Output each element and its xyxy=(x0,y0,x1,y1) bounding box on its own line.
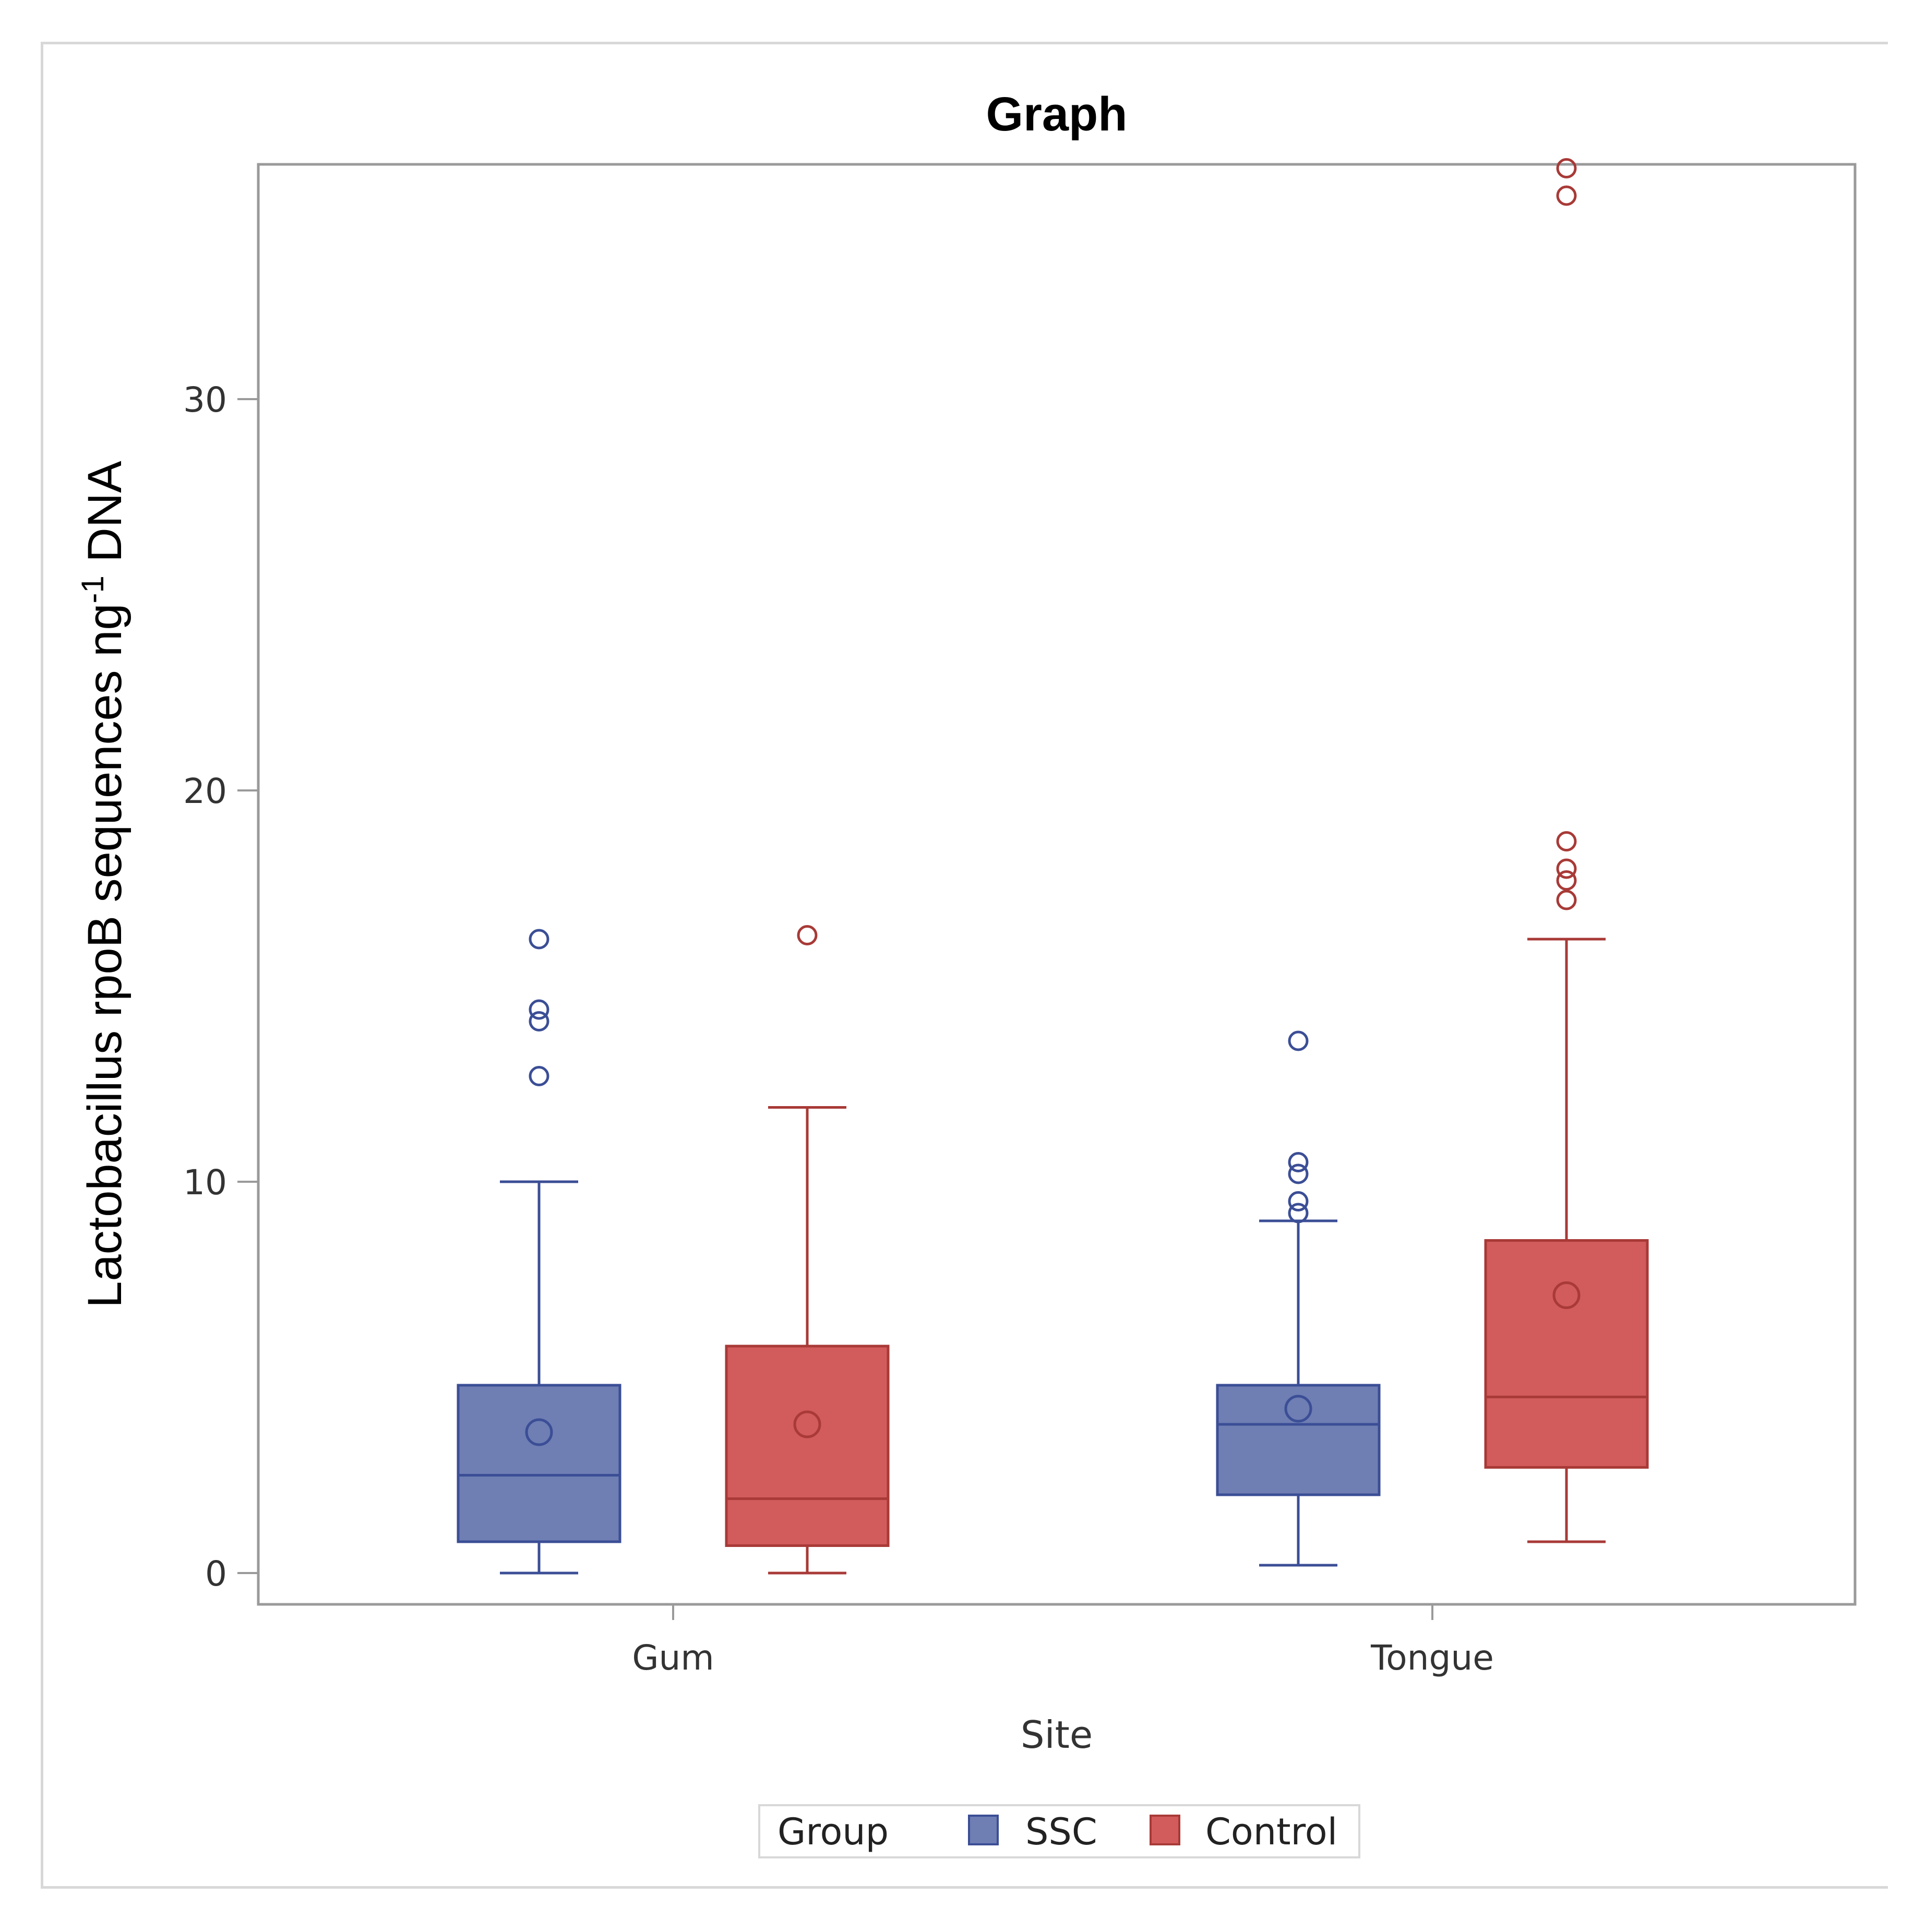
y-axis-label-main: Lactobacillus rpoB sequences ng xyxy=(78,603,131,1307)
x-axis-label: Site xyxy=(1021,1713,1093,1757)
chart-title: Graph xyxy=(986,88,1128,141)
outlier-point xyxy=(1288,1163,1309,1184)
outlier-point xyxy=(529,929,549,950)
iqr-box xyxy=(1484,1239,1649,1469)
outlier-point xyxy=(1556,858,1577,879)
outlier-point xyxy=(529,1066,549,1086)
outlier-point xyxy=(529,999,549,1020)
mean-marker xyxy=(525,1418,553,1446)
mean-marker xyxy=(1284,1395,1312,1423)
iqr-box xyxy=(1216,1384,1381,1496)
outlier-point xyxy=(797,925,818,945)
y-tick-label: 20 xyxy=(183,771,227,811)
box-marks xyxy=(457,158,1649,1575)
legend-swatch-ssc xyxy=(968,1815,999,1845)
legend-swatch-control xyxy=(1150,1815,1180,1845)
mean-marker xyxy=(1552,1281,1581,1309)
x-tick-label: Gum xyxy=(632,1638,714,1678)
y-tick-label: 10 xyxy=(183,1162,227,1203)
chart-frame xyxy=(41,42,1888,1889)
y-axis: 0 10 20 30 xyxy=(183,380,258,1594)
y-tick-label: 0 xyxy=(205,1554,227,1594)
y-axis-label: Lactobacillus rpoB sequences ng-1 DNA xyxy=(75,461,131,1308)
outlier-point xyxy=(1556,185,1577,206)
x-tick-label: Tongue xyxy=(1370,1638,1494,1678)
box-control-gum xyxy=(725,925,890,1575)
iqr-box xyxy=(725,1345,890,1547)
outlier-point xyxy=(1288,1191,1309,1211)
box-ssc-gum xyxy=(457,929,621,1575)
outlier-point xyxy=(1556,870,1577,891)
legend-border xyxy=(758,1804,1360,1858)
box-ssc-tongue xyxy=(1216,1030,1381,1567)
y-tick-label: 30 xyxy=(183,380,227,420)
plot-area xyxy=(257,163,1857,1606)
y-axis-label-superscript: -1 xyxy=(75,575,110,603)
iqr-box xyxy=(457,1384,621,1543)
box-control-tongue xyxy=(1484,158,1649,1543)
legend-label-control: Control xyxy=(1205,1810,1337,1853)
outlier-point xyxy=(529,1011,549,1031)
x-axis: Gum Tongue xyxy=(632,1604,1494,1678)
outlier-point xyxy=(1288,1030,1309,1051)
legend-label-ssc: SSC xyxy=(1025,1810,1097,1853)
outlier-point xyxy=(1288,1152,1309,1172)
outlier-point xyxy=(1556,890,1577,910)
y-axis-label-unit: DNA xyxy=(78,461,131,575)
outlier-point xyxy=(1556,158,1577,178)
outlier-point xyxy=(1556,831,1577,851)
outlier-point xyxy=(1288,1203,1309,1223)
mean-marker xyxy=(793,1410,821,1438)
legend: Group SSC Control xyxy=(758,1804,1360,1858)
legend-title: Group xyxy=(777,1810,889,1853)
